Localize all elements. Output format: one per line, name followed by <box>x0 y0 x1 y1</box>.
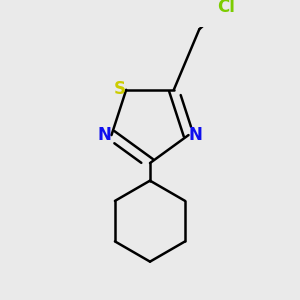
Text: N: N <box>98 126 111 144</box>
Text: Cl: Cl <box>218 0 235 16</box>
Text: S: S <box>114 80 126 98</box>
Text: N: N <box>189 126 202 144</box>
